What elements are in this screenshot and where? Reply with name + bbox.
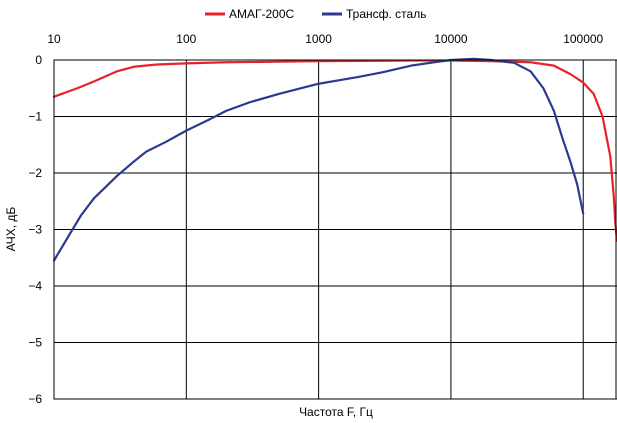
series-lines (52, 57, 617, 262)
y-tick-label: −5 (28, 336, 42, 350)
plot-frame (53, 59, 617, 400)
series-line-steel (52, 57, 585, 262)
x-tick-label: 100 (176, 32, 196, 46)
legend: АМАГ-200С Трансф. сталь (205, 7, 426, 21)
legend-label-steel: Трансф. сталь (346, 7, 426, 21)
x-tick-label: 100000 (563, 32, 603, 46)
x-tick-label: 1000 (305, 32, 332, 46)
x-tick-label: 10 (47, 32, 61, 46)
y-tick-label: −3 (28, 223, 42, 237)
grid (53, 59, 617, 400)
x-tick-label: 10000 (434, 32, 468, 46)
legend-label-amag: АМАГ-200С (229, 7, 295, 21)
y-tick-label: −6 (28, 392, 42, 406)
series-line-amag (52, 59, 617, 242)
x-tick-labels: 10 100 1000 10000 100000 (47, 32, 603, 46)
y-axis-label: АЧХ, дБ (4, 207, 18, 252)
y-tick-label: −1 (28, 110, 42, 124)
x-axis-label: Частота F, Гц (299, 405, 373, 419)
y-tick-labels: 0 −1 −2 −3 −4 −5 −6 (28, 53, 42, 406)
y-tick-label: −4 (28, 279, 42, 293)
y-tick-label: −2 (28, 166, 42, 180)
y-tick-label: 0 (35, 53, 42, 67)
